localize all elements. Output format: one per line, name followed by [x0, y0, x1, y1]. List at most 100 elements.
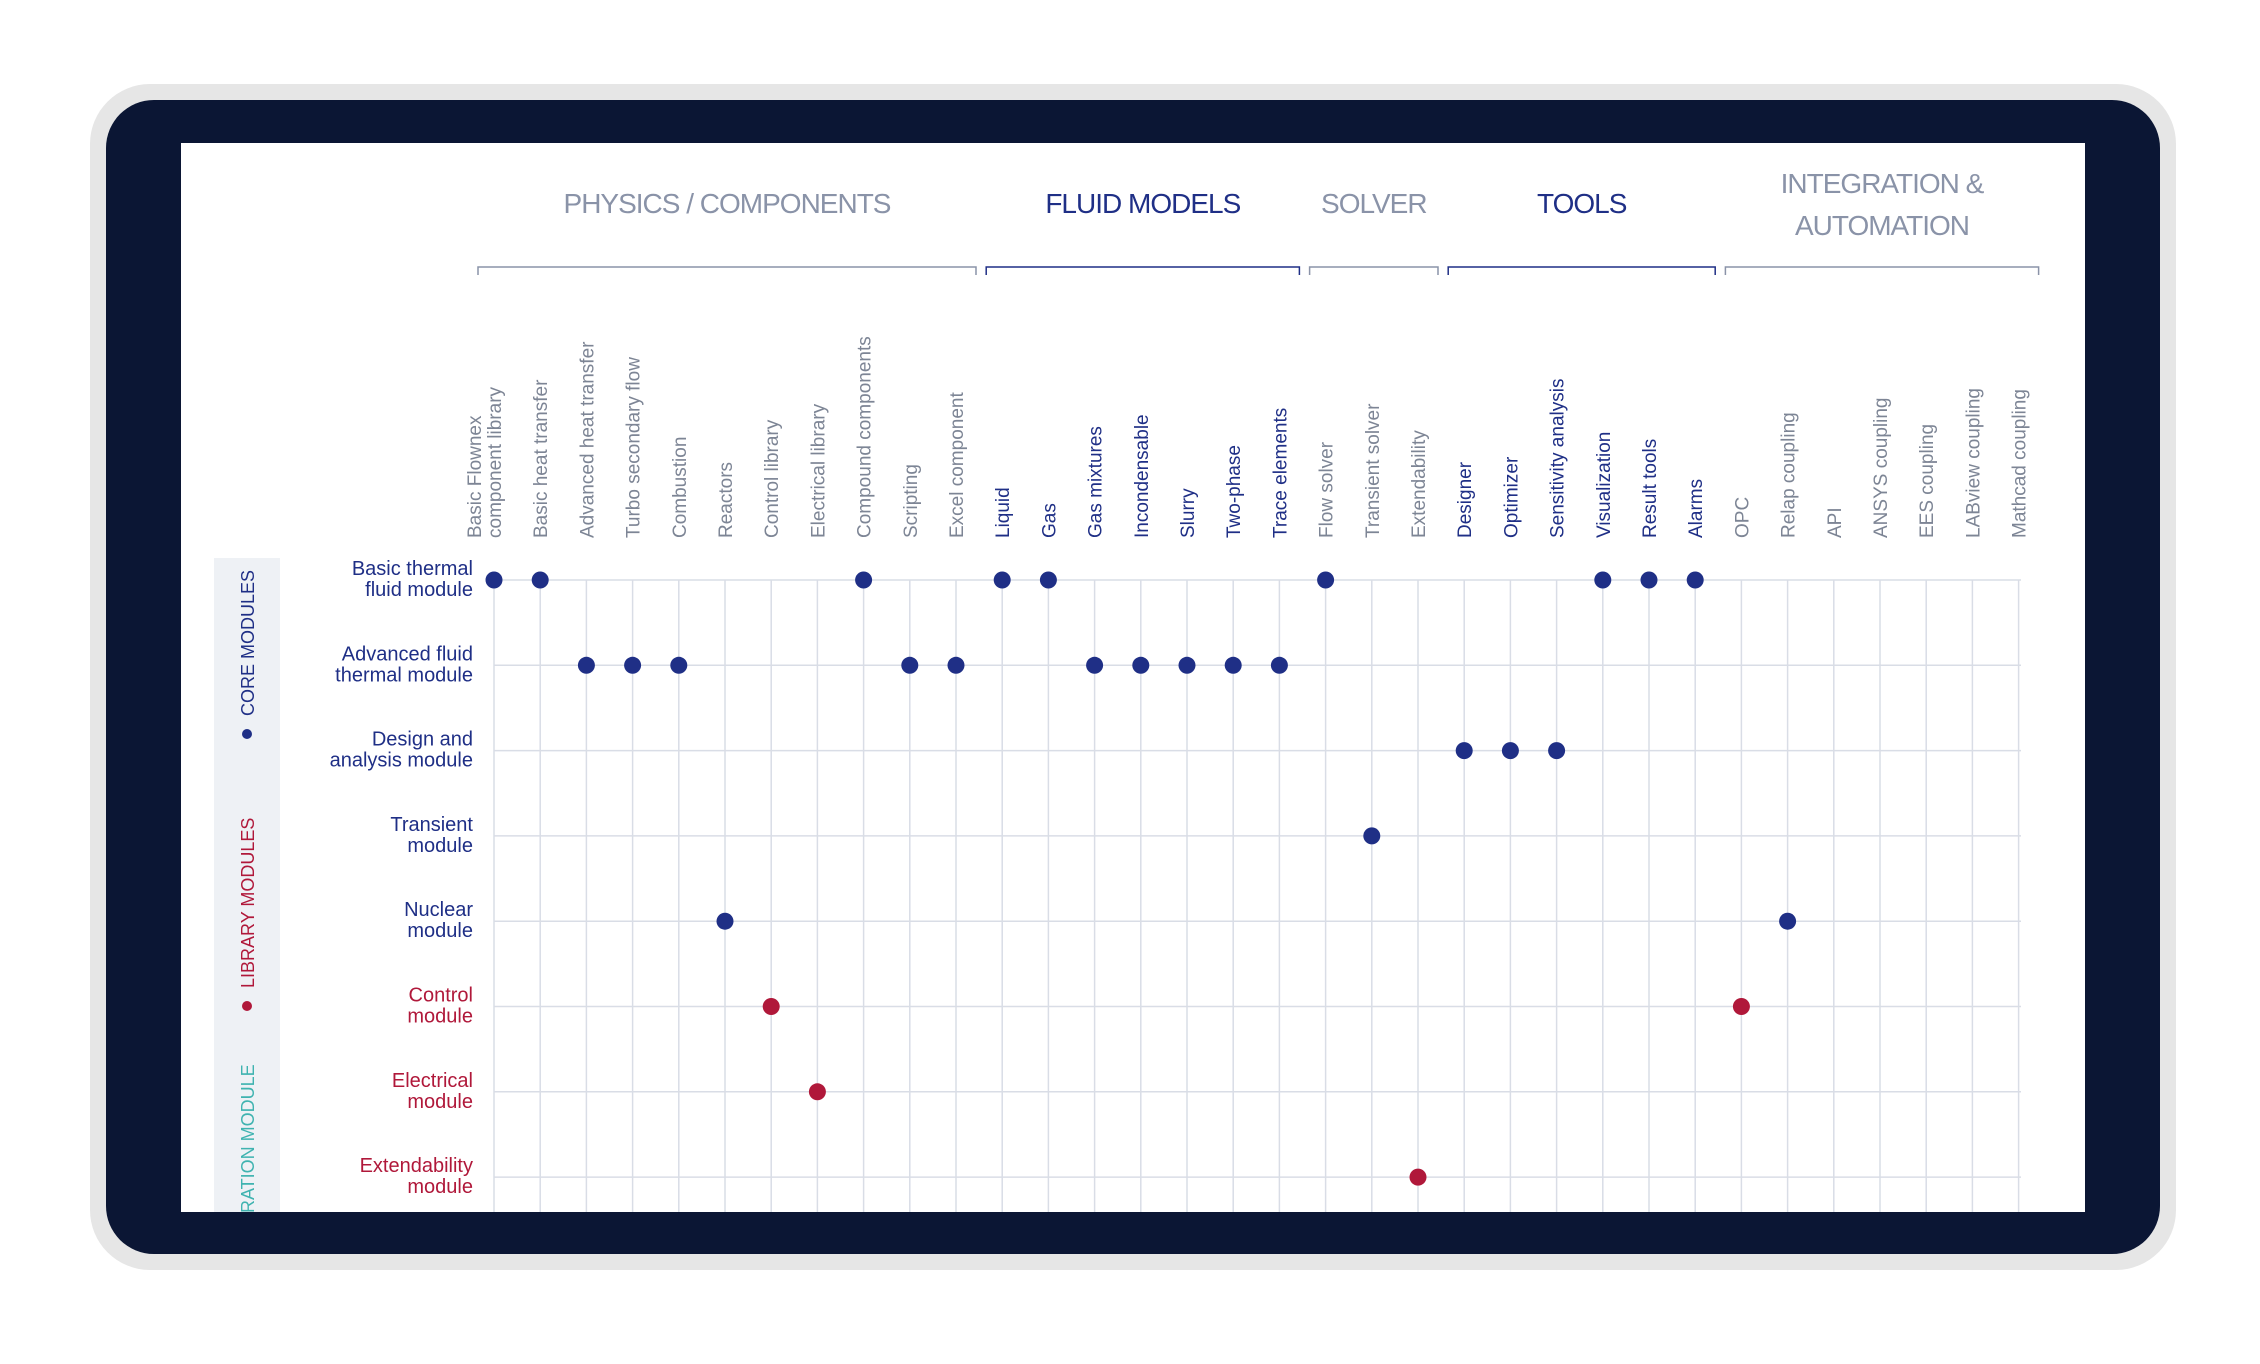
matrix-dot: [1039, 571, 1057, 589]
column-label: ANSYS coupling: [1871, 398, 1892, 538]
matrix-dot: [993, 571, 1011, 589]
column-label: Alarms: [1686, 479, 1707, 538]
column-label: Mathcad coupling: [2010, 389, 2031, 538]
matrix-dot: [947, 656, 965, 674]
row-label: Transient module: [390, 814, 473, 857]
row-label-line: Advanced fluid: [342, 643, 473, 665]
column-label-line: component library: [485, 386, 506, 538]
row-label-line: analysis module: [330, 750, 473, 772]
matrix-dot: [808, 1083, 826, 1101]
column-label: Electrical library: [808, 403, 829, 538]
row-label-line: Transient: [390, 814, 473, 836]
matrix-dot: [855, 571, 873, 589]
group-bracket: [1724, 266, 2040, 275]
column-label: Basic heat transfer: [531, 379, 552, 538]
matrix-dot: [1640, 571, 1658, 589]
matrix-dot: [1178, 656, 1196, 674]
row-label-line: module: [407, 1091, 473, 1113]
matrix-dot: [1132, 656, 1150, 674]
column-label: Control library: [762, 419, 783, 538]
column-label: Flow solver: [1317, 441, 1338, 538]
row-label-line: Basic thermal: [352, 558, 473, 580]
matrix-dot: [670, 656, 688, 674]
column-label: Basic Flownexcomponent library: [465, 386, 506, 538]
group-label: TOOLS: [1537, 188, 1627, 219]
row-label-line: thermal module: [335, 664, 473, 686]
legend-item: CORE MODULES: [238, 570, 258, 739]
group-header: FLUID MODELS: [985, 188, 1301, 275]
matrix-dot: [1363, 827, 1381, 845]
legend-strip: [214, 558, 280, 1212]
column-label: Advanced heat transfer: [577, 341, 598, 538]
row-label-line: module: [407, 835, 473, 857]
group-label: SOLVER: [1321, 188, 1427, 219]
group-bracket: [1308, 266, 1439, 275]
matrix-dot: [1501, 742, 1519, 760]
row-label-line: module: [407, 920, 473, 942]
group-label: FLUID MODELS: [1045, 188, 1240, 219]
column-label: Slurry: [1178, 488, 1199, 538]
matrix-dot: [485, 571, 503, 589]
column-label: API: [1825, 507, 1846, 538]
matrix-dot: [531, 571, 549, 589]
row-label-line: Nuclear: [404, 899, 473, 921]
group-bracket: [985, 266, 1301, 275]
matrix-dot: [1224, 656, 1242, 674]
row-label-line: module: [407, 1006, 473, 1028]
legend-label: LIBRARY MODULES: [238, 818, 258, 988]
legend-item: INTEGRATION MODULE: [238, 1064, 258, 1212]
matrix-dot: [1686, 571, 1704, 589]
column-label: Turbo secondary flow: [624, 357, 645, 538]
column-label: Excel component: [947, 392, 968, 538]
column-label: Liquid: [993, 487, 1014, 538]
row-label: Extendability module: [360, 1155, 473, 1198]
legend-label: CORE MODULES: [238, 570, 258, 716]
column-label: OPC: [1732, 497, 1753, 538]
column-label: Transient solver: [1363, 403, 1384, 538]
column-label: Designer: [1455, 461, 1476, 538]
column-label-line: Basic Flownex: [465, 415, 486, 538]
column-label: Compound components: [855, 336, 876, 538]
column-label: LABview coupling: [1963, 388, 1984, 538]
matrix-dot: [1779, 912, 1797, 930]
matrix-dot: [624, 656, 642, 674]
module-feature-matrix: PHYSICS / COMPONENTS FLUID MODELS SOLVER TO…: [214, 168, 2040, 1212]
matrix-dot: [1732, 998, 1750, 1015]
row-label-line: Extendability: [360, 1155, 473, 1177]
group-label: INTEGRATION & AUTOMATION: [1781, 168, 1985, 241]
matrix-dot: [1409, 1168, 1427, 1186]
row-label: Electrical module: [392, 1070, 473, 1113]
group-label-line: INTEGRATION &: [1781, 168, 1985, 199]
group-header: PHYSICS / COMPONENTS: [477, 188, 977, 275]
row-label: Design and analysis module: [330, 729, 473, 772]
tablet-screen: PHYSICS / COMPONENTS FLUID MODELS SOLVER TO…: [181, 143, 2085, 1212]
column-label: Gas mixtures: [1086, 426, 1107, 538]
group-bracket: [477, 266, 977, 275]
group-label-line: AUTOMATION: [1795, 210, 1969, 241]
row-label: Nuclear module: [404, 899, 473, 942]
column-label: Optimizer: [1501, 456, 1522, 538]
group-label: PHYSICS / COMPONENTS: [564, 188, 891, 219]
row-label-line: fluid module: [365, 579, 473, 601]
column-label: Extendability: [1409, 430, 1430, 538]
row-label-line: Control: [409, 985, 473, 1007]
matrix-dot: [762, 998, 780, 1015]
legend-item: LIBRARY MODULES: [238, 818, 258, 1011]
group-header: SOLVER: [1308, 188, 1439, 275]
column-label: Sensitivity analysis: [1548, 379, 1569, 538]
row-label-line: Design and: [372, 729, 473, 751]
column-label: Visualization: [1594, 432, 1615, 538]
row-label: Basic thermal fluid module: [352, 558, 473, 601]
column-label: Reactors: [716, 462, 737, 538]
column-label: EES coupling: [1917, 424, 1938, 538]
matrix-dot: [1594, 571, 1612, 589]
column-label: Result tools: [1640, 439, 1661, 538]
matrix-dot: [1455, 742, 1473, 760]
group-header: TOOLS: [1447, 188, 1716, 275]
column-label: Two-phase: [1224, 445, 1245, 538]
column-label: Combustion: [670, 437, 691, 538]
column-label: Incondensable: [1132, 414, 1153, 538]
column-label: Trace elements: [1270, 408, 1291, 538]
matrix-dot: [1317, 571, 1335, 589]
column-label: Relap coupling: [1779, 412, 1800, 538]
